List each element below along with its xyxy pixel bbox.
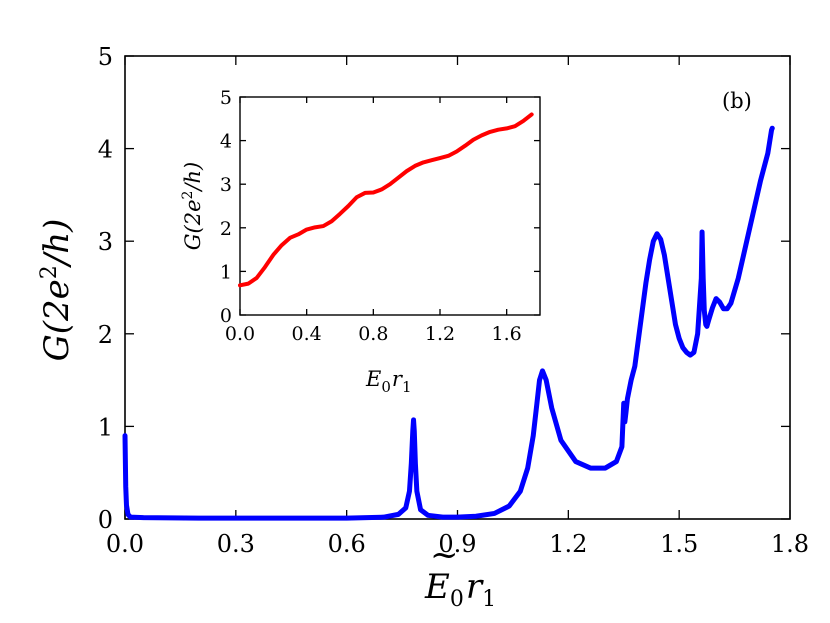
inset-plot-frame bbox=[239, 96, 541, 316]
svg-text:E0r1: E0r1 bbox=[424, 567, 496, 612]
y-tick-label: 0 bbox=[220, 305, 232, 327]
x-tick-label: 1.6 bbox=[492, 323, 522, 345]
main-x-axis-label: E0r1 ~ bbox=[424, 535, 496, 612]
y-tick-label: 5 bbox=[98, 43, 113, 71]
x-tick-label: 0.0 bbox=[106, 530, 144, 558]
main-y-axis-label: G(2e2/h) bbox=[37, 219, 77, 362]
inset-y-axis-label: G(2e2/h) bbox=[180, 162, 205, 250]
main-series-line bbox=[122, 125, 775, 521]
y-tick-label: 2 bbox=[98, 321, 113, 349]
y-tick-label: 4 bbox=[98, 136, 113, 164]
y-tick-label: 0 bbox=[98, 506, 113, 534]
x-tick-label: 0.9 bbox=[438, 530, 476, 558]
y-tick-label: 1 bbox=[220, 261, 232, 283]
inset-x-tick-labels: 0.0 0.4 0.8 1.2 1.6 bbox=[225, 323, 522, 345]
y-tick-label: 3 bbox=[220, 174, 232, 196]
x-tick-label: 1.5 bbox=[660, 530, 698, 558]
inset-series-line bbox=[238, 112, 534, 288]
main-x-tick-labels: 0.0 0.3 0.6 0.9 1.2 1.5 1.8 bbox=[106, 530, 809, 558]
main-y-tick-labels: 0 1 2 3 4 5 bbox=[98, 43, 113, 534]
y-tick-label: 4 bbox=[220, 131, 232, 153]
main-ticks bbox=[124, 55, 791, 520]
inset-ticks bbox=[239, 96, 540, 316]
inset-y-tick-labels: 0 1 2 3 4 5 bbox=[220, 87, 232, 327]
x-tick-label: 1.8 bbox=[771, 530, 809, 558]
x-tick-label: 1.2 bbox=[549, 530, 587, 558]
y-tick-label: 2 bbox=[220, 218, 232, 240]
inset-chart: 0.0 0.4 0.8 1.2 1.6 0 1 2 3 4 5 E0r1 G(2e2/h) bbox=[180, 87, 541, 396]
x-tick-label: 0.8 bbox=[358, 323, 388, 345]
x-tick-label: 0.6 bbox=[328, 530, 366, 558]
x-tick-label: 0.3 bbox=[217, 530, 255, 558]
inset-x-axis-label: E0r1 bbox=[365, 367, 411, 396]
y-tick-label: 3 bbox=[98, 228, 113, 256]
y-tick-label: 5 bbox=[220, 87, 232, 109]
x-tick-label: 0.4 bbox=[292, 323, 322, 345]
x-tick-label: 1.2 bbox=[425, 323, 455, 345]
panel-label: (b) bbox=[722, 89, 752, 113]
y-tick-label: 1 bbox=[98, 413, 113, 441]
x-tick-label: 0.0 bbox=[225, 323, 255, 345]
svg-text:~: ~ bbox=[430, 535, 459, 575]
